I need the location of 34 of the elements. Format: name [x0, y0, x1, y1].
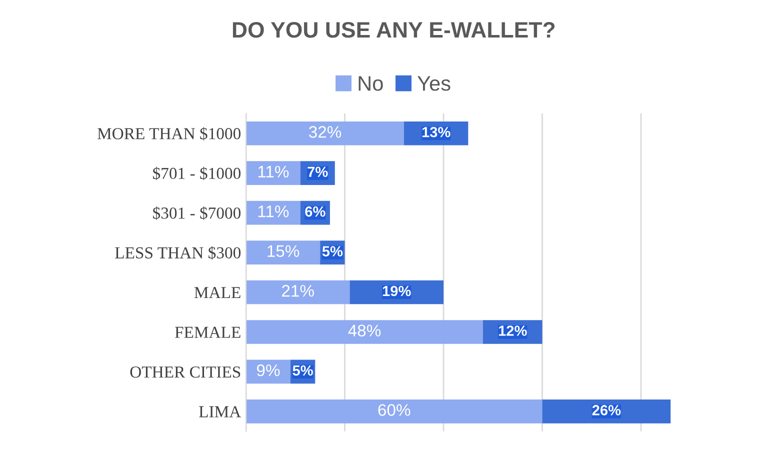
y-tick-label: LIMA — [199, 406, 242, 418]
y-tick-label: OTHER CITIES — [130, 366, 240, 378]
data-label: 6% — [305, 206, 326, 217]
data-label: 12% — [498, 326, 527, 336]
data-label: 5% — [322, 246, 343, 256]
y-tick-label: MORE THAN $1000 — [97, 127, 241, 140]
y-tick-label: FEMALE — [174, 326, 240, 338]
data-label: 21% — [282, 284, 314, 297]
bar — [246, 121, 404, 146]
bar — [542, 400, 671, 424]
data-label: 11% — [258, 206, 289, 218]
data-label: 60% — [378, 404, 410, 416]
y-tick-label: $301 - $7000 — [152, 206, 241, 220]
y-tick-label: MALE — [194, 287, 240, 298]
bar — [246, 320, 483, 344]
data-label: 5% — [292, 365, 313, 376]
data-label: 11% — [258, 166, 289, 178]
chart-title: DO YOU USE ANY E-WALLET? — [232, 22, 555, 38]
data-label: 26% — [592, 405, 621, 416]
bar — [246, 400, 542, 424]
y-tick-label: LESS THAN $300 — [115, 246, 241, 260]
data-label: 13% — [422, 126, 450, 138]
bar — [246, 200, 300, 225]
bar — [246, 161, 300, 186]
data-label: 7% — [308, 166, 328, 177]
bar — [246, 280, 350, 304]
data-label: 15% — [268, 245, 300, 258]
data-label: 48% — [348, 324, 381, 336]
legend-label: Yes — [418, 76, 450, 91]
data-label: 19% — [382, 286, 411, 296]
legend-label: No — [358, 76, 383, 91]
data-label: 9% — [256, 364, 280, 376]
data-label: 32% — [308, 126, 342, 138]
y-tick-label: $701 - $1000 — [152, 166, 241, 180]
